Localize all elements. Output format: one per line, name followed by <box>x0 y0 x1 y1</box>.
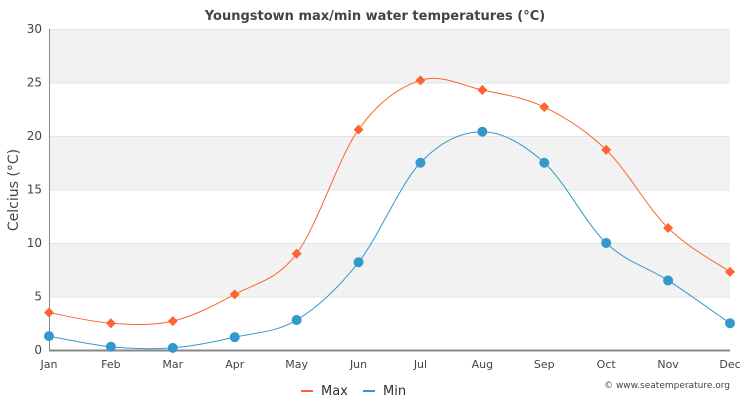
grid-band <box>49 296 730 350</box>
legend-min-label[interactable]: Min <box>383 384 406 399</box>
y-tick-label: 15 <box>27 183 42 197</box>
x-tick-label: Apr <box>225 358 245 371</box>
data-point-max[interactable] <box>539 102 550 113</box>
x-tick-label: Jan <box>40 358 58 371</box>
data-point-max[interactable] <box>725 266 735 277</box>
y-tick-label: 30 <box>27 22 42 36</box>
data-point-min[interactable] <box>291 315 302 326</box>
x-tick-label: Jul <box>413 358 427 371</box>
data-point-max[interactable] <box>477 84 488 95</box>
legend: Max Min <box>301 384 406 399</box>
grid-band <box>49 29 730 83</box>
x-tick-label: Feb <box>101 358 120 371</box>
data-point-min[interactable] <box>415 157 426 168</box>
y-tick-label: 5 <box>34 290 42 304</box>
y-tick-label: 10 <box>27 236 42 250</box>
x-tick-label: Mar <box>162 358 183 371</box>
data-point-min[interactable] <box>353 257 364 268</box>
x-tick-label: Jun <box>349 358 367 371</box>
data-point-min[interactable] <box>477 126 488 137</box>
x-tick-label: May <box>285 358 308 371</box>
legend-max-label[interactable]: Max <box>321 384 348 399</box>
data-point-max[interactable] <box>229 289 240 300</box>
credit-text: © www.seatemperature.org <box>604 381 730 391</box>
data-point-min[interactable] <box>229 332 240 343</box>
grid-band <box>49 82 730 136</box>
data-point-max[interactable] <box>663 223 674 234</box>
data-point-max[interactable] <box>105 318 116 329</box>
x-tick-label: Nov <box>657 358 679 371</box>
y-tick-label: 25 <box>27 76 42 90</box>
data-point-max[interactable] <box>601 144 612 155</box>
data-point-max[interactable] <box>291 248 302 259</box>
x-tick-label: Oct <box>597 358 617 371</box>
x-tick-label: Sep <box>534 358 555 371</box>
data-point-max[interactable] <box>167 316 178 327</box>
data-point-max[interactable] <box>415 75 426 86</box>
x-tick-label: Dec <box>719 358 740 371</box>
data-point-min[interactable] <box>663 275 674 286</box>
grid-band <box>49 189 730 243</box>
chart-title: Youngstown max/min water temperatures (°… <box>204 9 545 24</box>
grid-band <box>49 136 730 190</box>
data-point-min[interactable] <box>105 341 116 352</box>
x-tick-label: Aug <box>472 358 493 371</box>
grid-band <box>49 243 730 297</box>
y-tick-label: 0 <box>34 343 42 357</box>
data-point-max[interactable] <box>353 124 364 135</box>
data-point-min[interactable] <box>539 157 550 168</box>
data-point-max[interactable] <box>44 307 54 318</box>
y-tick-label: 20 <box>27 129 42 143</box>
data-point-min[interactable] <box>44 331 54 342</box>
data-point-min[interactable] <box>725 318 735 329</box>
data-point-min[interactable] <box>601 238 612 248</box>
data-point-min[interactable] <box>167 342 178 353</box>
y-axis-label: Celcius (°C) <box>6 149 22 231</box>
